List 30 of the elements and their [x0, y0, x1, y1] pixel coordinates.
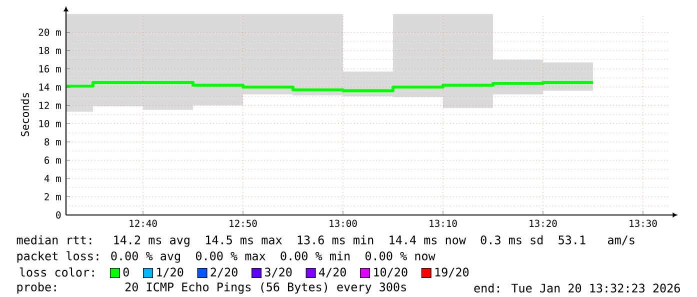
- y-tick-label: 6 m: [44, 156, 61, 164]
- text: packet loss: 0.00 % avg 0.00 % max 0.00 % min 0.00 % now: [17, 251, 436, 263]
- legend-label: 1/20: [157, 268, 184, 278]
- legend-label: 3/20: [265, 268, 292, 278]
- x-tick-label: 13:20: [530, 220, 557, 227]
- text: end: Tue Jan 20 13:32:23 2026: [474, 283, 680, 293]
- y-tick-label: 2 m: [44, 193, 61, 200]
- legend-label: 2/20: [210, 268, 238, 278]
- y-tick-label: 14 m: [39, 84, 61, 91]
- text: probe: 20 ICMP Echo Pings (56 Bytes) every 300s: [17, 282, 406, 294]
- legend-label: 4/20: [319, 268, 346, 278]
- y-tick-label: 10 m: [39, 120, 61, 128]
- y-tick-label: 8 m: [44, 138, 61, 146]
- x-tick-label: 13:00: [330, 220, 357, 227]
- y-tick-label: 12 m: [39, 102, 61, 109]
- y-tick-label: 4 m: [44, 174, 61, 182]
- legend-label: 10/20: [374, 268, 408, 278]
- x-tick-label: 12:50: [230, 220, 257, 227]
- y-tick-label: 0: [56, 211, 61, 219]
- x-tick-label: 12:40: [130, 220, 157, 227]
- x-tick-label: 13:10: [430, 220, 457, 227]
- legend-label: 19/20: [435, 268, 469, 278]
- y-tick-label: 20 m: [38, 28, 61, 36]
- y-tick-label: 16 m: [39, 65, 61, 72]
- legend-label: 0: [123, 268, 129, 277]
- text: median rtt: 14.2 ms avg 14.5 ms max 13.6 ms min 14.4 ms now 0.3 ms sd 53.1 am/s: [16, 235, 634, 247]
- x-tick-label: 13:30: [630, 220, 657, 227]
- y-axis-title: Seconds: [20, 93, 30, 136]
- y-tick-label: 18 m: [39, 46, 61, 54]
- legend-title: loss color:: [20, 268, 94, 277]
